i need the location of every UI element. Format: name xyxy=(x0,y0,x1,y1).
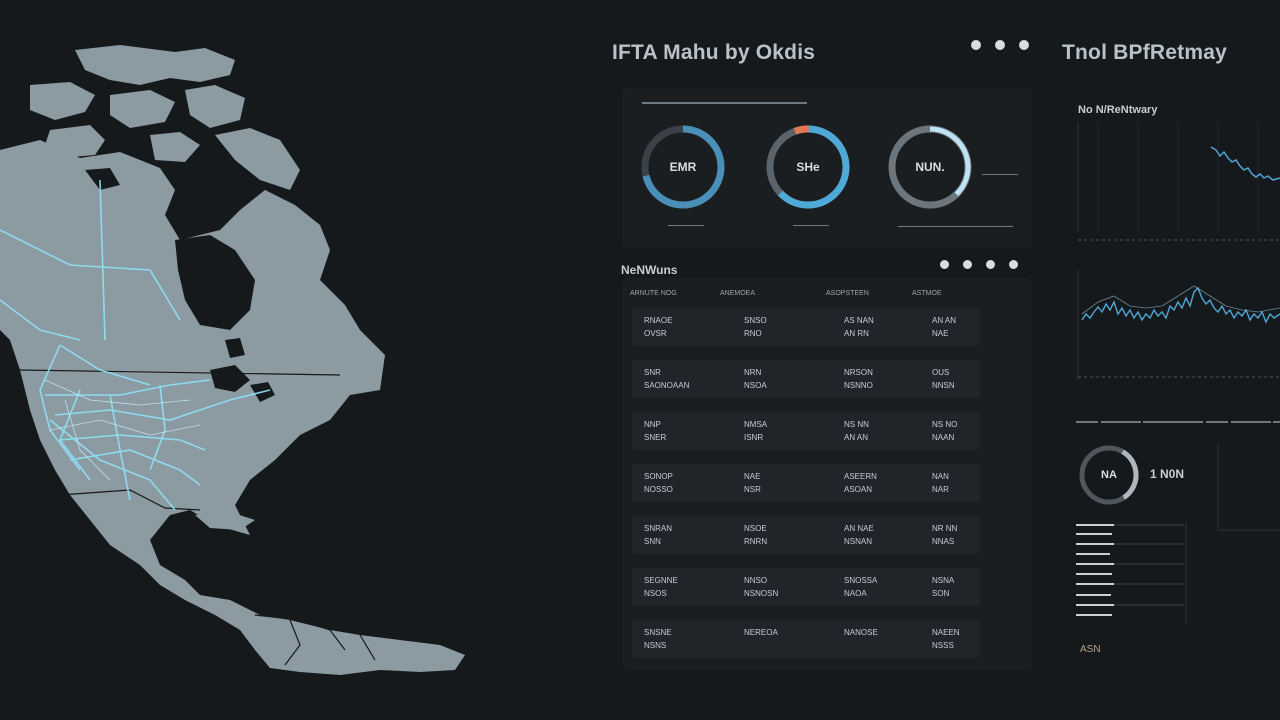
table-row[interactable]: SONOP NOSSO NAE NSR ASEERN ASOAN NAN NAR xyxy=(632,464,980,502)
small-gauge-label: NA xyxy=(1101,469,1117,481)
donut-icon xyxy=(766,125,850,209)
table-control-dot-1[interactable] xyxy=(940,260,949,269)
table-cell: AN NAE NSNAN xyxy=(844,524,874,546)
table-cell: SNRAN SNN xyxy=(644,524,673,546)
table-control-dot-3[interactable] xyxy=(986,260,995,269)
table-row[interactable]: RNAOE OVSR SNSO RNO AS NAN AN RN AN AN NAE xyxy=(632,308,980,346)
summary-value: 1 N0N xyxy=(1150,467,1185,481)
window-controls xyxy=(971,40,1029,50)
dashboard-title: IFTA Mahu by Okdis xyxy=(612,41,816,64)
table-cell: SNSNE NSNS xyxy=(644,628,672,650)
gauge-card: EMR SHe NUN. xyxy=(622,88,1032,248)
table-row[interactable]: SEGNNE NSOS NNSO NSNOSN SNOSSA NAOA NSNA SON xyxy=(632,568,980,606)
route-map[interactable] xyxy=(0,40,480,680)
column-header[interactable]: ARNUTE NOG xyxy=(630,290,677,297)
table-controls xyxy=(940,260,1018,269)
control-dot-3[interactable] xyxy=(1019,40,1029,50)
divider xyxy=(982,174,1018,175)
table-cell: NAE NSR xyxy=(744,472,761,494)
donut-icon xyxy=(641,125,725,209)
gauge-2[interactable]: SHe xyxy=(763,122,853,212)
table-cell: NRSON NSNNO xyxy=(844,368,873,390)
summary-card: NA 1 N0N ASN xyxy=(1068,410,1280,670)
table-cell: AS NAN AN RN xyxy=(844,316,874,338)
gauge-3-label: NUN. xyxy=(915,160,945,174)
table-title: NeNWuns xyxy=(621,263,678,277)
table-cell: SEGNNE NSOS xyxy=(644,576,678,598)
table-cell: SNSO RNO xyxy=(744,316,767,338)
table-cell: NANOSE xyxy=(844,628,878,637)
donut-icon xyxy=(888,125,972,209)
table-header: ARNUTE NOG ANEMOEA ASOPSTEEN ASTMOE xyxy=(622,288,1032,304)
table-cell: RNAOE OVSR xyxy=(644,316,673,338)
column-header[interactable]: ASOPSTEEN xyxy=(826,290,869,297)
north-america-map xyxy=(0,45,465,675)
table-cell: NMSA ISNR xyxy=(744,420,768,442)
table-control-dot-2[interactable] xyxy=(963,260,972,269)
table-cell: NRN NSOA xyxy=(744,368,767,390)
table-cell: NAEEN NSSS xyxy=(932,628,960,650)
divider xyxy=(793,225,829,226)
table-cell: OUS NNSN xyxy=(932,368,955,390)
table-cell: AN AN NAE xyxy=(932,316,957,338)
table-cell: NNP SNER xyxy=(644,420,667,442)
table-cell: NS NN AN AN xyxy=(844,420,869,442)
table-control-dot-4[interactable] xyxy=(1009,260,1018,269)
gauge-1[interactable]: EMR xyxy=(638,122,728,212)
gauge-1-label: EMR xyxy=(669,160,697,174)
table-cell: NSNA SON xyxy=(932,576,955,598)
divider xyxy=(642,102,807,104)
data-table: ARNUTE NOG ANEMOEA ASOPSTEEN ASTMOE RNAO… xyxy=(622,278,1032,670)
table-row[interactable]: SNRAN SNN NSOE RNRN AN NAE NSNAN NR NN NNAS xyxy=(632,516,980,554)
control-dot-1[interactable] xyxy=(971,40,981,50)
chart-title: No N/ReNtwary xyxy=(1078,104,1158,116)
gauge-2-label: SHe xyxy=(796,160,820,174)
table-row[interactable]: SNSNE NSNS NEREOA NANOSE NAEEN NSSS xyxy=(632,620,980,658)
table-cell: ASEERN ASOAN xyxy=(844,472,877,494)
column-header[interactable]: ANEMOEA xyxy=(720,290,756,297)
column-header[interactable]: ASTMOE xyxy=(912,290,942,297)
gauge-3[interactable]: NUN. xyxy=(885,122,975,212)
right-panel-title: Tnol BPfRetmay xyxy=(1062,41,1227,64)
divider xyxy=(668,225,704,226)
summary-graphics xyxy=(1076,421,1280,624)
footer-label: ASN xyxy=(1080,644,1101,655)
table-cell: NR NN NNAS xyxy=(932,524,958,546)
table-cell: SNR SAONOAAN xyxy=(644,368,690,390)
table-row[interactable]: SNR SAONOAAN NRN NSOA NRSON NSNNO OUS NNSN xyxy=(632,360,980,398)
divider xyxy=(898,226,1013,227)
table-cell: NAN NAR xyxy=(932,472,949,494)
table-cell: NEREOA xyxy=(744,628,778,637)
table-cell: NS NO NAAN xyxy=(932,420,958,442)
table-cell: SNOSSA NAOA xyxy=(844,576,878,598)
table-cell: SONOP NOSSO xyxy=(644,472,673,494)
table-cell: NSOE RNRN xyxy=(744,524,768,546)
control-dot-2[interactable] xyxy=(995,40,1005,50)
trend-chart-card: No N/ReNtwary xyxy=(1068,92,1280,392)
table-row[interactable]: NNP SNER NMSA ISNR NS NN AN AN NS NO NAAN xyxy=(632,412,980,450)
table-cell: NNSO NSNOSN xyxy=(744,576,779,598)
trend-chart xyxy=(1077,122,1280,380)
